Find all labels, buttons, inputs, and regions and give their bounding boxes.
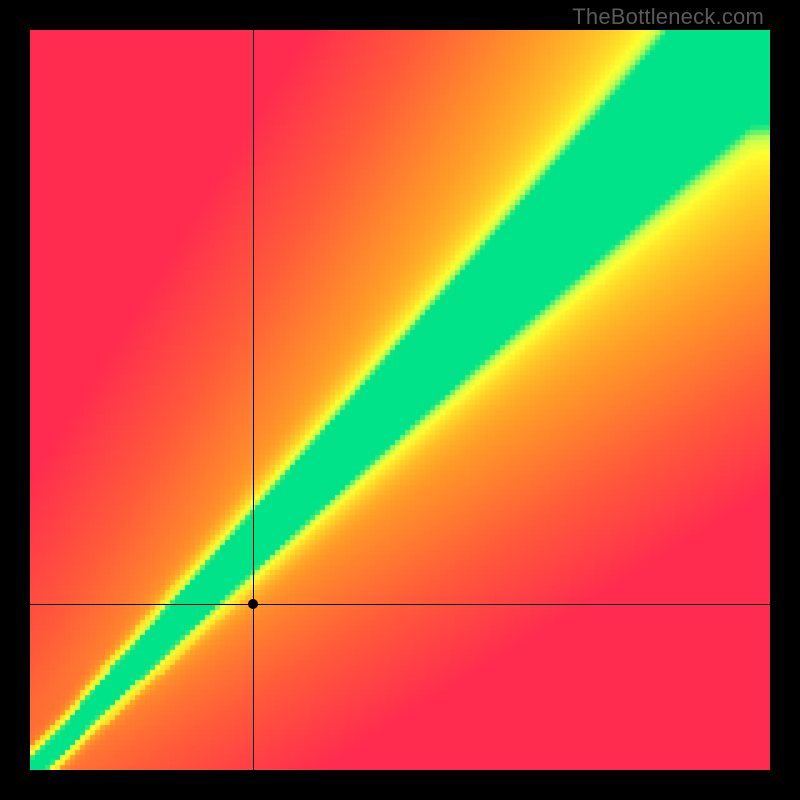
watermark-text: TheBottleneck.com bbox=[572, 4, 764, 30]
crosshair-horizontal bbox=[30, 604, 770, 605]
bottleneck-heatmap bbox=[30, 30, 770, 770]
heatmap-canvas bbox=[30, 30, 770, 770]
marker-dot bbox=[248, 599, 258, 609]
crosshair-vertical bbox=[253, 30, 254, 770]
